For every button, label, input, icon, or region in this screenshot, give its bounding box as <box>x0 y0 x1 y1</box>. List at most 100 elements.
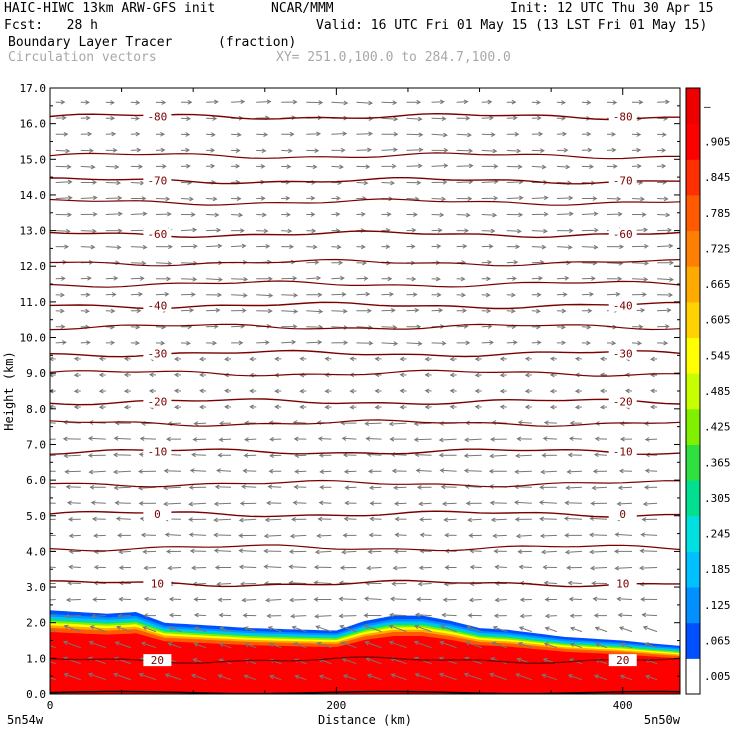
vector-arrow <box>50 404 56 410</box>
vector-arrow <box>306 164 318 170</box>
vector-arrow <box>481 228 496 234</box>
vector-arrow <box>564 500 582 506</box>
vector-arrow <box>606 291 621 297</box>
vector-arrow <box>293 436 307 442</box>
colorbar-label: .845 <box>704 171 731 184</box>
isotherm-label-bg <box>608 445 637 458</box>
vector-arrow <box>419 532 432 538</box>
vector-arrow <box>168 626 182 633</box>
vector-arrow <box>367 468 382 474</box>
vector-arrow <box>319 469 332 475</box>
vector-arrow <box>231 308 247 313</box>
vector-arrow <box>499 404 507 410</box>
y-tick-label: 11.0 <box>20 296 47 309</box>
vector-arrow <box>490 437 507 442</box>
vector-arrow <box>349 388 357 394</box>
vector-arrow <box>256 99 272 105</box>
vector-arrow <box>244 642 257 649</box>
vector-arrow <box>449 404 457 410</box>
init-time: Init: 12 UTC Thu 30 Apr 15 <box>510 1 714 16</box>
vector-arrow <box>431 308 444 313</box>
vector-arrow <box>538 500 557 505</box>
vector-arrow <box>293 484 307 490</box>
vector-arrow <box>491 641 507 649</box>
isotherm-label-bg <box>143 299 172 312</box>
vector-arrow <box>431 196 447 202</box>
vector-arrow <box>118 549 131 555</box>
vector-arrow <box>481 148 498 154</box>
vector-arrow <box>574 356 582 362</box>
vector-arrow <box>180 196 194 202</box>
vector-arrow <box>474 356 482 362</box>
vector-arrow <box>531 131 544 137</box>
vector-arrow <box>189 468 207 473</box>
vector-arrow <box>67 517 81 522</box>
vector-arrow <box>657 260 675 266</box>
vector-arrow <box>650 388 658 394</box>
vector-arrow <box>138 501 157 506</box>
vector-arrow <box>239 501 257 506</box>
isotherm-label-bg <box>143 110 172 123</box>
vector-arrow <box>506 244 521 250</box>
vector-arrow <box>368 532 382 538</box>
colorbar-label: .005 <box>704 670 731 683</box>
isotherm-line <box>50 152 680 160</box>
vector-arrow <box>381 147 398 153</box>
vector-arrow <box>224 356 232 362</box>
vector-arrow <box>415 468 432 473</box>
vector-arrow <box>431 243 442 249</box>
vector-arrow <box>231 212 244 218</box>
vector-arrow <box>657 243 674 249</box>
vector-arrow <box>340 641 357 649</box>
vector-arrow <box>243 626 257 633</box>
valid-time: Valid: 16 UTC Fri 01 May 15 (13 LST Fri … <box>316 18 708 33</box>
vector-arrow <box>556 131 568 137</box>
vector-arrow <box>290 613 307 619</box>
vector-arrow <box>206 243 223 249</box>
vector-arrow <box>331 211 341 217</box>
isotherm-contours: -80 -80 -70 -70 -60 -60 -40 -40 -30 -30 -20 -20 -10 -… <box>50 110 680 667</box>
y-tick-label: 5.0 <box>26 510 46 523</box>
vector-arrow <box>524 372 532 378</box>
vector-arrow <box>180 292 196 297</box>
vector-arrow <box>581 276 596 281</box>
vector-arrow <box>518 564 532 570</box>
vector-arrow <box>218 420 232 426</box>
vector-arrow <box>424 372 432 378</box>
vector-arrow <box>519 613 532 619</box>
vector-arrow <box>130 324 141 330</box>
vector-arrow <box>216 581 232 587</box>
vector-arrow <box>141 641 157 649</box>
vector-arrow <box>650 404 658 410</box>
vector-arrow <box>55 115 67 121</box>
vector-arrow <box>474 388 482 394</box>
vector-arrow <box>381 116 399 122</box>
vector-arrow <box>416 597 432 602</box>
vector-arrow <box>113 672 132 681</box>
vector-arrow <box>616 596 633 602</box>
vector-arrow <box>406 227 417 233</box>
vector-arrow <box>180 212 196 217</box>
vector-arrow <box>644 468 658 474</box>
vector-arrow <box>456 243 468 249</box>
ground-line <box>49 690 681 695</box>
vector-arrow <box>556 228 574 234</box>
isotherm-label-bg <box>608 299 637 312</box>
field-units: (fraction) <box>218 35 297 50</box>
vector-arrow <box>549 388 557 394</box>
vector-arrow <box>406 99 422 105</box>
vector-arrow <box>306 275 322 281</box>
vector-arrow <box>87 453 106 458</box>
vector-arrow <box>164 532 182 538</box>
vector-arrow <box>199 404 207 410</box>
vector-arrow <box>50 645 56 649</box>
vector-arrow <box>123 388 131 394</box>
vector-arrow <box>213 532 232 538</box>
vector-arrow <box>80 164 96 170</box>
vector-arrow <box>506 308 516 314</box>
vector-arrow <box>88 640 106 649</box>
vector-arrow <box>219 626 232 633</box>
vector-arrow <box>619 674 633 681</box>
vector-arrow <box>614 532 633 537</box>
colorbar-label: .485 <box>704 385 731 398</box>
